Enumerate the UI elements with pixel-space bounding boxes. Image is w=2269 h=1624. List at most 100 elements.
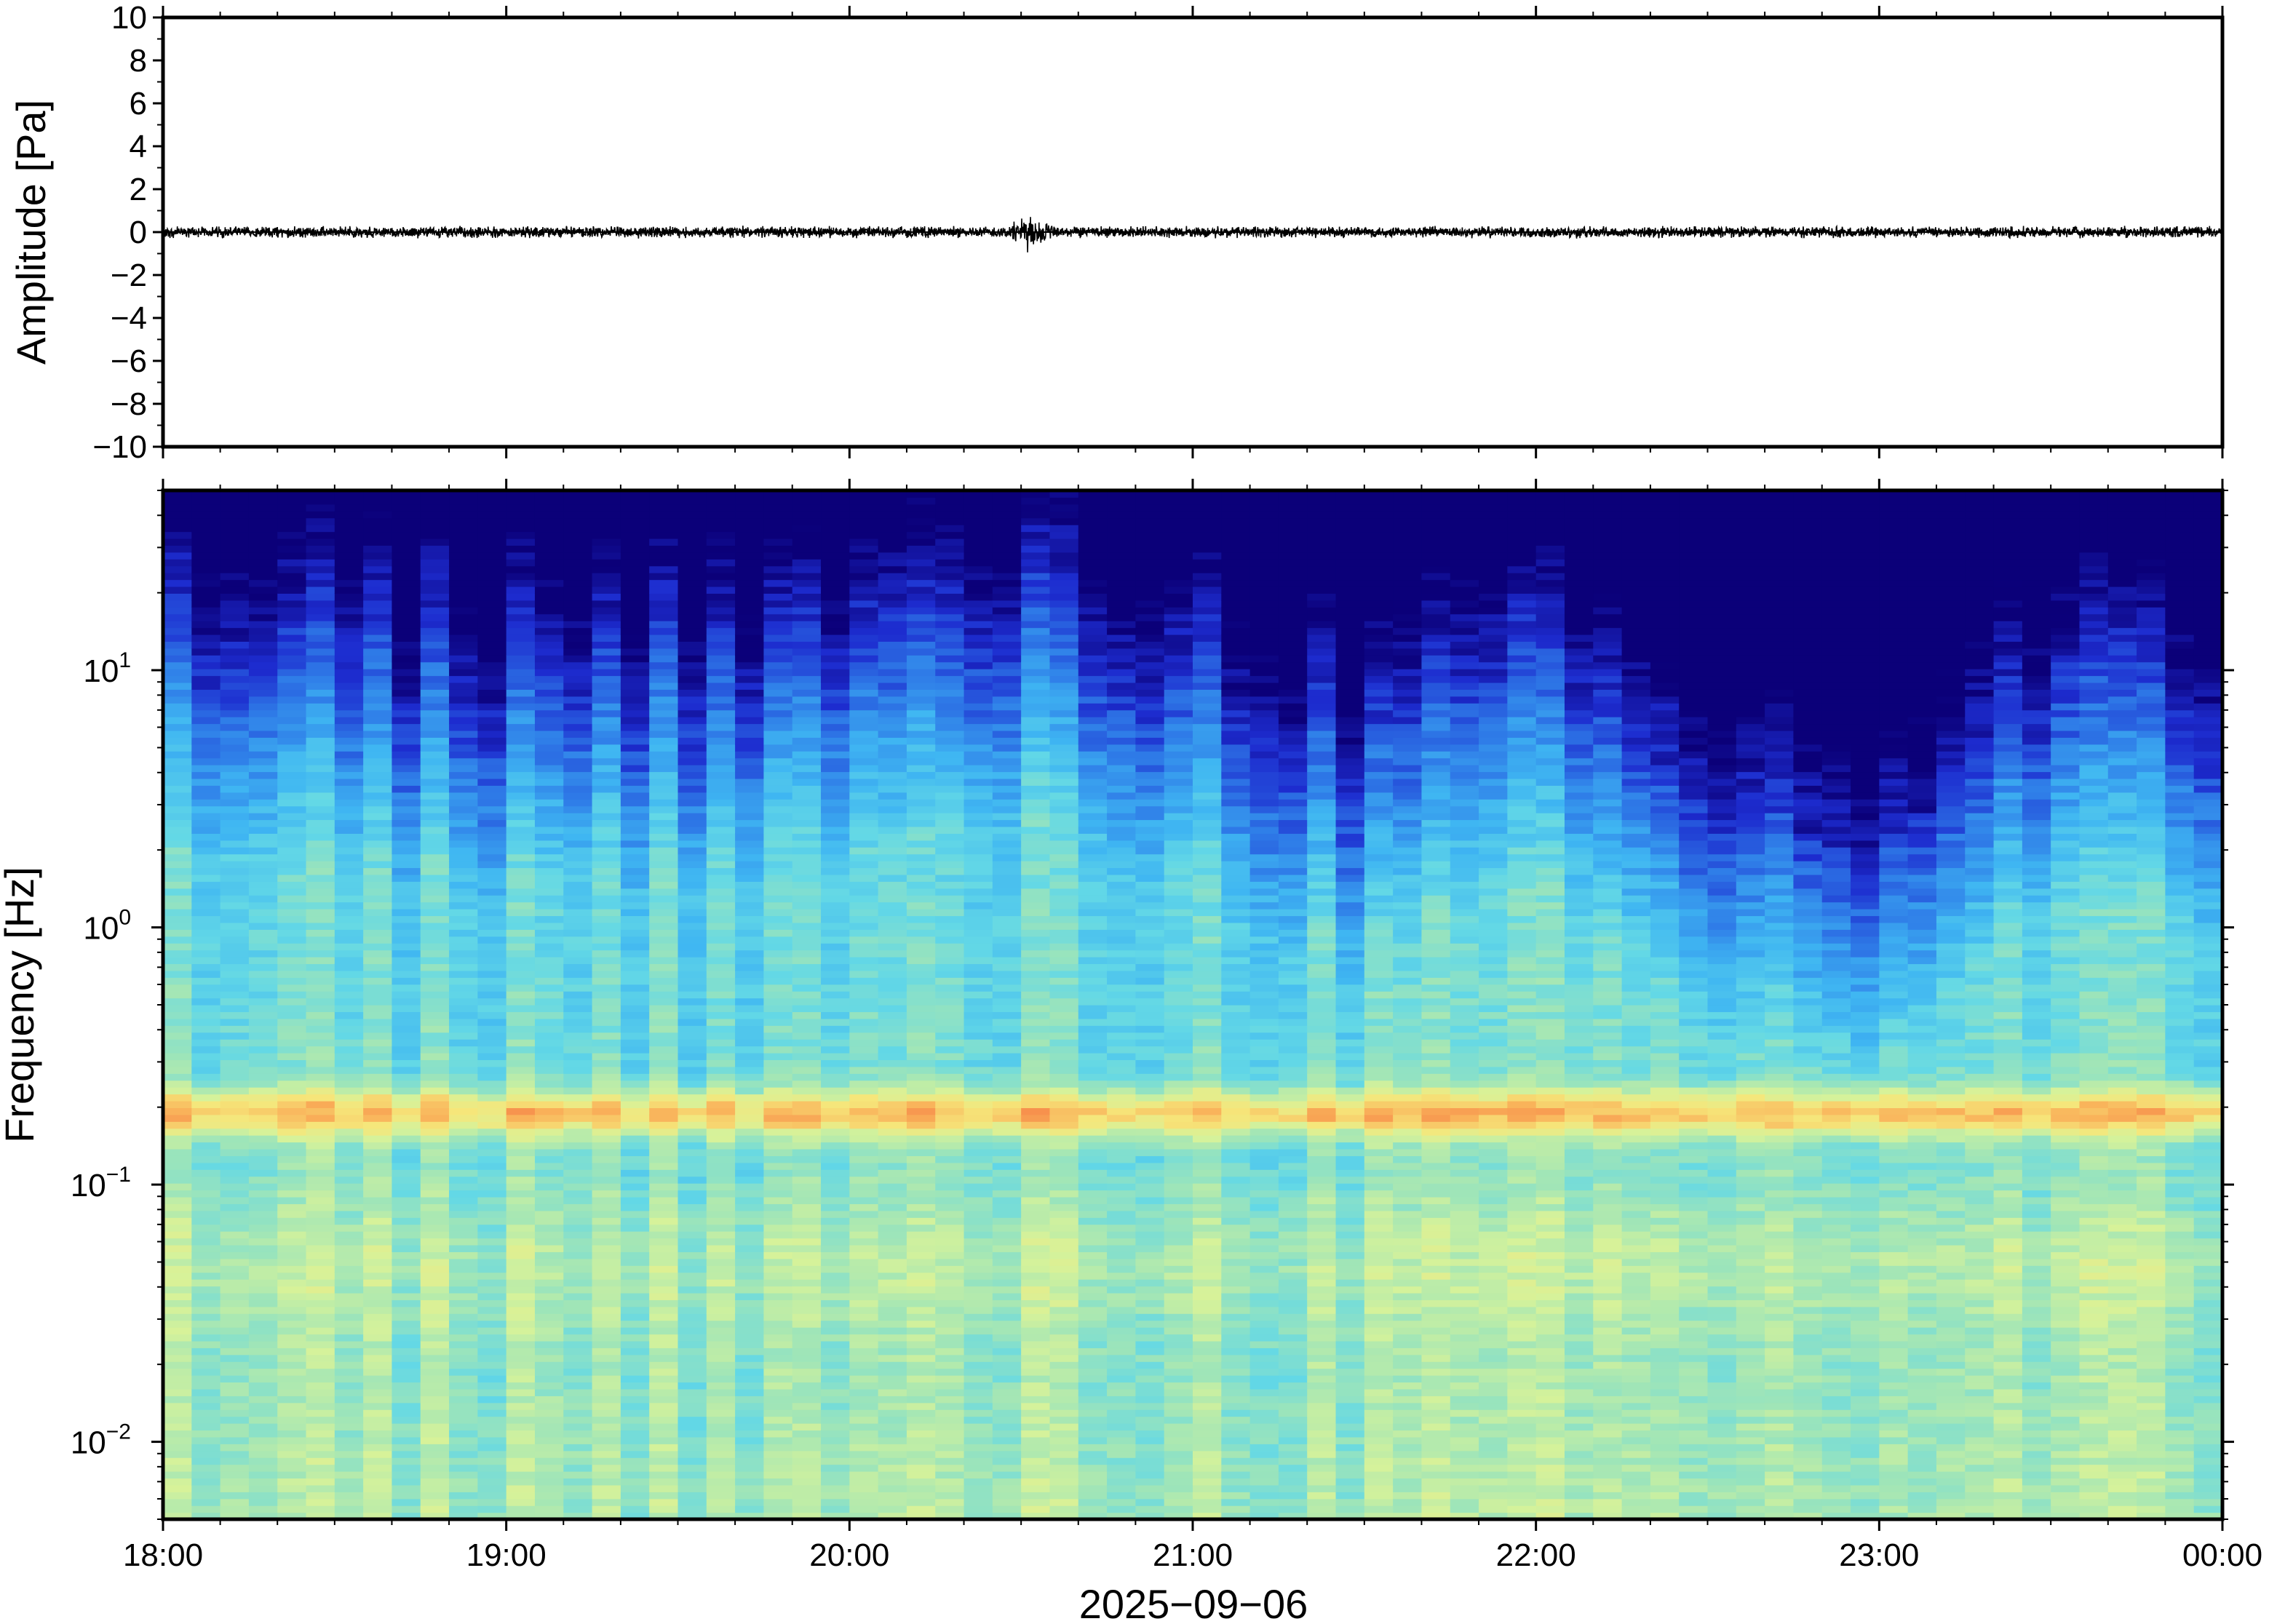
spectrogram-cell bbox=[735, 1114, 765, 1122]
spectrogram-cell bbox=[1049, 1046, 1079, 1054]
spectrogram-cell bbox=[677, 915, 707, 923]
spectrogram-cell bbox=[248, 957, 278, 965]
spectrogram-cell bbox=[849, 1313, 879, 1321]
spectrogram-cell bbox=[334, 545, 364, 553]
spectrogram-cell bbox=[534, 1135, 564, 1143]
spectrogram-cell bbox=[306, 497, 335, 505]
spectrogram-cell bbox=[1049, 1018, 1079, 1026]
spectrogram-cell bbox=[277, 1450, 307, 1458]
spectrogram-cell bbox=[906, 1409, 936, 1417]
spectrogram-cell bbox=[163, 799, 192, 807]
spectrogram-cell bbox=[849, 929, 879, 937]
spectrogram-cell bbox=[306, 853, 335, 861]
spectrogram-cell bbox=[763, 723, 793, 731]
spectrogram-cell bbox=[306, 1409, 335, 1417]
spectrogram-cell bbox=[420, 1052, 450, 1061]
spectrogram-cell bbox=[191, 1498, 221, 1506]
spectrogram-cell bbox=[706, 682, 736, 690]
spectrogram-cell bbox=[220, 998, 250, 1006]
spectrogram-cell bbox=[963, 661, 993, 669]
spectrogram-cell bbox=[277, 1107, 307, 1115]
spectrogram-cell bbox=[992, 1286, 1022, 1294]
spectrogram-cell bbox=[792, 1066, 822, 1074]
spectrogram-cell bbox=[477, 1498, 507, 1506]
spectrogram-cell bbox=[1078, 1471, 1108, 1479]
spectrogram-cell bbox=[506, 1121, 536, 1129]
spectrogram-cell bbox=[277, 998, 307, 1006]
spectrogram-cell bbox=[248, 1361, 278, 1369]
spectrogram-cell bbox=[620, 1354, 650, 1362]
spectrogram-cell bbox=[563, 1464, 593, 1472]
spectrogram-cell bbox=[677, 1306, 707, 1314]
spectrogram-cell bbox=[992, 531, 1022, 539]
spectrogram-cell bbox=[592, 771, 621, 779]
spectrogram-cell bbox=[506, 1162, 536, 1170]
spectrogram-cell bbox=[963, 957, 993, 965]
spectrogram-cell bbox=[592, 1183, 621, 1191]
spectrogram-cell bbox=[534, 970, 564, 978]
spectrogram-cell bbox=[363, 1169, 393, 1177]
spectrogram-cell bbox=[992, 1080, 1022, 1088]
spectrogram-cell bbox=[878, 1299, 907, 1307]
spectrogram-cell bbox=[649, 1066, 679, 1074]
spectrogram-cell bbox=[477, 1039, 507, 1047]
spectrogram-cell bbox=[334, 847, 364, 855]
spectrogram-cell bbox=[963, 1190, 993, 1198]
spectrogram-cell bbox=[592, 586, 621, 594]
spectrogram-cell bbox=[506, 1066, 536, 1074]
spectrogram-cell bbox=[992, 1292, 1022, 1300]
spectrogram-cell bbox=[363, 593, 393, 601]
spectrogram-cell bbox=[992, 490, 1022, 498]
spectrogram-cell bbox=[592, 511, 621, 519]
spectrogram-cell bbox=[992, 538, 1022, 546]
spectrogram-cell bbox=[534, 1409, 564, 1417]
spectrogram-cell bbox=[363, 1210, 393, 1218]
spectrogram-cell bbox=[878, 922, 907, 930]
spectrogram-cell bbox=[592, 565, 621, 573]
spectrogram-cell bbox=[792, 853, 822, 861]
spectrogram-cell bbox=[706, 1464, 736, 1472]
spectrogram-cell bbox=[935, 497, 965, 505]
spectrogram-cell bbox=[963, 1368, 993, 1376]
spectrogram-cell bbox=[420, 853, 450, 861]
spectrogram-cell bbox=[277, 984, 307, 992]
spectrogram-cell bbox=[506, 819, 536, 827]
spectrogram-cell bbox=[735, 621, 765, 629]
spectrogram-cell bbox=[963, 723, 993, 731]
spectrogram-cell bbox=[821, 909, 850, 917]
spectrogram-cell bbox=[849, 826, 879, 834]
spectrogram-cell bbox=[677, 1402, 707, 1410]
spectrogram-cell bbox=[735, 682, 765, 690]
spectrogram-cell bbox=[420, 1224, 450, 1232]
spectrogram-cell bbox=[1049, 573, 1079, 581]
spectrogram-cell bbox=[677, 771, 707, 779]
spectrogram-cell bbox=[792, 1396, 822, 1404]
spectrogram-cell bbox=[306, 922, 335, 930]
spectrogram-cell bbox=[477, 1100, 507, 1108]
spectrogram-cell bbox=[935, 538, 965, 546]
spectrogram-cell bbox=[821, 1327, 850, 1335]
spectrogram-cell bbox=[163, 1052, 192, 1061]
spectrogram-cell bbox=[649, 1183, 679, 1191]
spectrogram-cell bbox=[363, 1299, 393, 1307]
spectrogram-cell bbox=[792, 1155, 822, 1163]
spectrogram-cell bbox=[878, 1286, 907, 1294]
spectrogram-cell bbox=[1049, 1251, 1079, 1259]
spectrogram-cell bbox=[878, 888, 907, 896]
spectrogram-cell bbox=[649, 1039, 679, 1047]
spectrogram-cell bbox=[1049, 1258, 1079, 1266]
spectrogram-cell bbox=[735, 757, 765, 765]
spectrogram-cell bbox=[1021, 847, 1051, 855]
spectrogram-cell bbox=[534, 1354, 564, 1362]
spectrogram-cell bbox=[935, 957, 965, 965]
spectrogram-cell bbox=[191, 1478, 221, 1486]
spectrogram-cell bbox=[878, 490, 907, 498]
spectrogram-cell bbox=[277, 881, 307, 889]
spectrogram-cell bbox=[334, 799, 364, 807]
spectrogram-cell bbox=[420, 709, 450, 717]
spectrogram-cell bbox=[449, 1492, 478, 1500]
spectrogram-cell bbox=[449, 861, 478, 869]
spectrogram-cell bbox=[477, 579, 507, 587]
spectrogram-cell bbox=[449, 874, 478, 882]
spectrogram-cell bbox=[792, 1402, 822, 1410]
